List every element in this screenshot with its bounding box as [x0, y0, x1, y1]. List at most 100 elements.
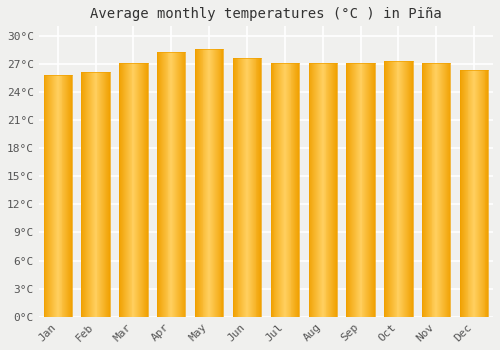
Bar — [353, 63, 354, 317]
Bar — [142, 63, 143, 317]
Bar — [197, 49, 198, 317]
Bar — [368, 63, 369, 317]
Bar — [214, 49, 215, 317]
Bar — [134, 63, 136, 317]
Bar — [215, 49, 216, 317]
Bar — [182, 51, 184, 317]
Bar — [44, 75, 46, 317]
Bar — [319, 63, 320, 317]
Bar — [162, 51, 163, 317]
Bar — [472, 70, 473, 317]
Bar — [468, 70, 469, 317]
Bar — [195, 49, 196, 317]
Bar — [427, 63, 428, 317]
Bar — [121, 63, 122, 317]
Bar — [128, 63, 130, 317]
Bar — [436, 63, 437, 317]
Bar — [243, 58, 244, 317]
Bar — [482, 70, 484, 317]
Bar — [166, 51, 168, 317]
Bar — [364, 63, 366, 317]
Bar — [202, 49, 203, 317]
Bar — [372, 63, 373, 317]
Bar — [443, 63, 444, 317]
Bar — [298, 63, 299, 317]
Bar — [480, 70, 481, 317]
Bar — [256, 58, 258, 317]
Bar — [82, 72, 84, 317]
Bar — [461, 70, 462, 317]
Bar — [238, 58, 240, 317]
Bar — [346, 63, 348, 317]
Bar — [317, 63, 318, 317]
Bar — [158, 51, 159, 317]
Bar — [374, 63, 375, 317]
Bar — [476, 70, 477, 317]
Bar — [355, 63, 356, 317]
Bar — [405, 61, 406, 317]
Bar — [448, 63, 450, 317]
Bar — [86, 72, 87, 317]
Bar — [371, 63, 372, 317]
Bar — [308, 63, 310, 317]
Bar — [58, 75, 59, 317]
Bar — [103, 72, 104, 317]
Bar — [250, 58, 251, 317]
Bar — [294, 63, 296, 317]
Bar — [336, 63, 337, 317]
Bar — [66, 75, 67, 317]
Bar — [145, 63, 146, 317]
Bar — [286, 63, 287, 317]
Bar — [328, 63, 330, 317]
Bar — [440, 63, 441, 317]
Bar — [126, 63, 127, 317]
Bar — [333, 63, 334, 317]
Bar — [173, 51, 174, 317]
Bar — [426, 63, 427, 317]
Bar — [409, 61, 410, 317]
Bar — [254, 58, 256, 317]
Bar — [209, 49, 210, 317]
Bar — [206, 49, 208, 317]
Bar — [422, 63, 423, 317]
Bar — [270, 63, 272, 317]
Bar — [141, 63, 142, 317]
Bar — [163, 51, 164, 317]
Bar — [424, 63, 425, 317]
Bar — [400, 61, 402, 317]
Bar — [284, 63, 285, 317]
Bar — [52, 75, 53, 317]
Bar — [437, 63, 438, 317]
Bar — [138, 63, 139, 317]
Bar — [123, 63, 124, 317]
Bar — [198, 49, 200, 317]
Bar — [98, 72, 100, 317]
Bar — [358, 63, 360, 317]
Bar — [464, 70, 466, 317]
Bar — [423, 63, 424, 317]
Bar — [102, 72, 103, 317]
Bar — [444, 63, 445, 317]
Bar — [70, 75, 71, 317]
Bar — [392, 61, 394, 317]
Bar — [213, 49, 214, 317]
Bar — [168, 51, 170, 317]
Bar — [100, 72, 102, 317]
Bar — [105, 72, 106, 317]
Bar — [89, 72, 90, 317]
Bar — [373, 63, 374, 317]
Title: Average monthly temperatures (°C ) in Piña: Average monthly temperatures (°C ) in Pi… — [90, 7, 442, 21]
Bar — [164, 51, 166, 317]
Bar — [434, 63, 436, 317]
Bar — [54, 75, 55, 317]
Bar — [460, 70, 461, 317]
Bar — [87, 72, 88, 317]
Bar — [88, 72, 89, 317]
Bar — [92, 72, 94, 317]
Bar — [85, 72, 86, 317]
Bar — [318, 63, 319, 317]
Bar — [260, 58, 261, 317]
Bar — [179, 51, 180, 317]
Bar — [144, 63, 145, 317]
Bar — [388, 61, 389, 317]
